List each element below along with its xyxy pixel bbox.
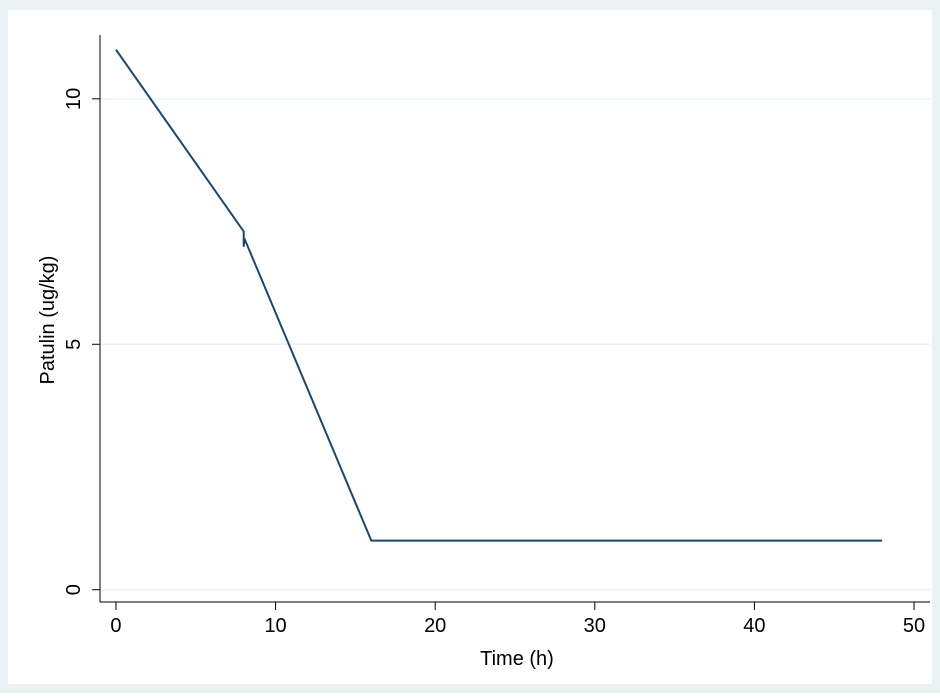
axes: 0 10 20 30 40 50 0 5 10 — [63, 35, 930, 637]
x-axis-label: Time (h) — [480, 648, 554, 670]
x-tick-label-10: 10 — [264, 615, 286, 637]
series-layer — [115, 49, 883, 542]
y-axis-label: Patulin (ug/kg) — [37, 256, 59, 385]
x-tick-label-20: 20 — [424, 615, 446, 637]
x-tick-label-40: 40 — [743, 615, 765, 637]
x-tick-label-30: 30 — [584, 615, 606, 637]
y-tick-label-0: 0 — [63, 584, 85, 595]
gridlines — [100, 98, 930, 591]
plot-area — [8, 10, 932, 684]
x-tick-label-50: 50 — [903, 615, 925, 637]
x-tick-label-0: 0 — [110, 615, 121, 637]
y-tick-label-10: 10 — [63, 88, 85, 110]
y-tick-label-5: 5 — [63, 339, 85, 350]
series-line-1 — [115, 49, 883, 542]
